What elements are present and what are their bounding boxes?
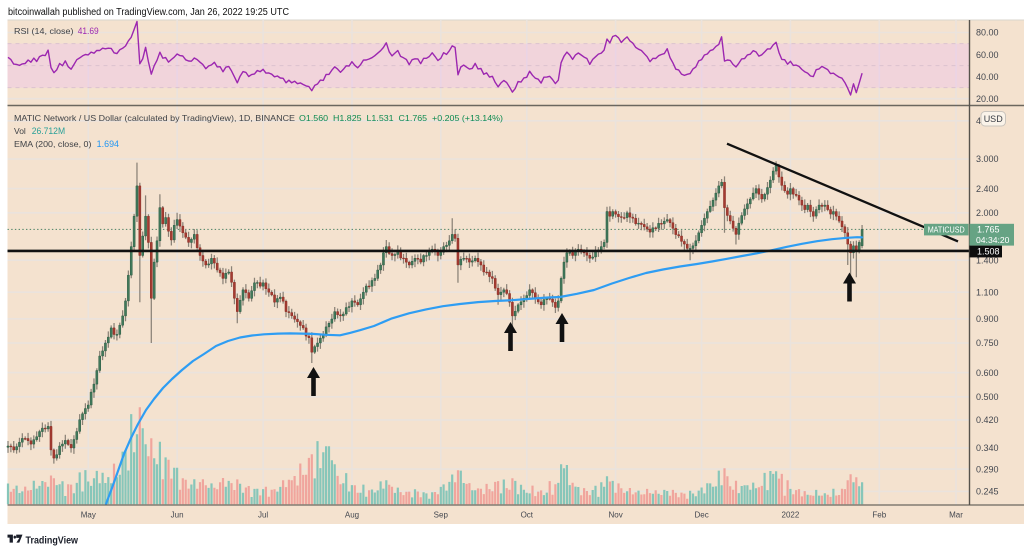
svg-text:80.00: 80.00 (976, 28, 999, 38)
svg-text:41.69: 41.69 (78, 26, 99, 36)
svg-text:60.00: 60.00 (976, 50, 999, 60)
svg-text:04:34:20: 04:34:20 (976, 235, 1010, 245)
svg-text:Oct: Oct (521, 511, 534, 520)
svg-text:MATICUSD: MATICUSD (928, 225, 965, 234)
svg-text:2.000: 2.000 (976, 208, 999, 218)
svg-text:20.00: 20.00 (976, 94, 999, 104)
svg-text:Dec: Dec (694, 511, 708, 520)
svg-text:1.508: 1.508 (977, 247, 1000, 257)
svg-text:2.400: 2.400 (976, 184, 999, 194)
svg-text:May: May (81, 511, 96, 520)
svg-text:O1.560 H1.825 L1.531 C1.765: O1.560 H1.825 L1.531 C1.765 +0.205 (+13.… (299, 113, 503, 123)
svg-text:MATIC Network / US Dollar (cal: MATIC Network / US Dollar (calculated by… (14, 113, 295, 123)
svg-text:0.900: 0.900 (976, 314, 999, 324)
svg-text:Aug: Aug (345, 511, 359, 520)
svg-text:0.245: 0.245 (976, 487, 999, 497)
svg-text:2022: 2022 (782, 511, 800, 520)
svg-text:40.00: 40.00 (976, 72, 999, 82)
svg-text:RSI (14, close): RSI (14, close) (14, 26, 74, 36)
svg-text:0.750: 0.750 (976, 338, 999, 348)
svg-text:Mar: Mar (949, 511, 963, 520)
svg-text:Jun: Jun (171, 511, 184, 520)
svg-text:26.712M: 26.712M (32, 126, 65, 136)
svg-text:bitcoinwallah published on Tra: bitcoinwallah published on TradingView.c… (8, 7, 289, 18)
svg-text:0.340: 0.340 (976, 443, 999, 453)
svg-text:1.100: 1.100 (976, 287, 999, 297)
svg-text:0.600: 0.600 (976, 368, 999, 378)
svg-text:TradingView: TradingView (26, 536, 79, 547)
svg-text:Feb: Feb (872, 511, 886, 520)
svg-text:Sep: Sep (434, 511, 449, 520)
svg-text:3.000: 3.000 (976, 154, 999, 164)
svg-text:Vol: Vol (14, 126, 26, 136)
svg-text:1.765: 1.765 (977, 225, 1000, 235)
svg-text:USD: USD (984, 114, 1004, 124)
svg-text:0.290: 0.290 (976, 464, 999, 474)
svg-text:0.500: 0.500 (976, 392, 999, 402)
svg-text:1.694: 1.694 (97, 139, 119, 149)
svg-text:0.420: 0.420 (976, 415, 999, 425)
svg-text:Jul: Jul (258, 511, 268, 520)
svg-text:Nov: Nov (608, 511, 622, 520)
svg-text:EMA (200, close, 0): EMA (200, close, 0) (14, 139, 92, 149)
